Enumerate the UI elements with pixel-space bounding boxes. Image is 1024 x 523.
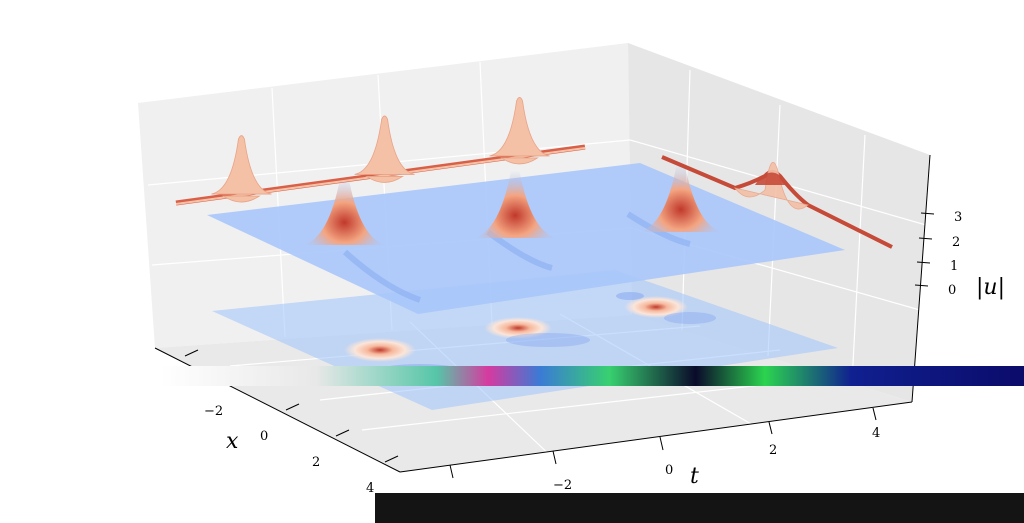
x-tick-label: −2: [204, 404, 223, 419]
x-tick-label: 4: [366, 481, 374, 496]
t-tick-label: 0: [665, 463, 673, 478]
z-tick-label: 1: [950, 259, 958, 274]
surface-peak: [473, 162, 557, 238]
x-tick-label: 0: [260, 429, 268, 444]
t-axis-line: [399, 401, 913, 473]
surface-peak: [302, 169, 386, 245]
left-wall-projection: [175, 97, 586, 206]
t-axis-title: t: [690, 464, 699, 489]
render-artifact-bar-bottom: [375, 493, 1024, 523]
render-artifact-band: [160, 366, 1024, 386]
z-tick-label: 0: [948, 283, 956, 298]
x-axis-title: x: [226, 429, 239, 454]
surface-peaks: [302, 156, 723, 245]
z-tick-label: 3: [954, 210, 962, 225]
z-axis-title: |u|: [976, 275, 1005, 300]
x-tick-label: 2: [312, 455, 320, 470]
z-tick-label: 2: [952, 235, 960, 250]
z-ticks: [914, 212, 935, 287]
t-ticks: [449, 407, 877, 479]
t-tick-label: 4: [872, 426, 880, 441]
right-wall-projection: [661, 155, 893, 249]
surface-peak: [639, 156, 723, 232]
t-tick-label: 2: [769, 443, 777, 458]
z-axis-line: [911, 154, 931, 403]
t-tick-label: −2: [553, 478, 572, 493]
